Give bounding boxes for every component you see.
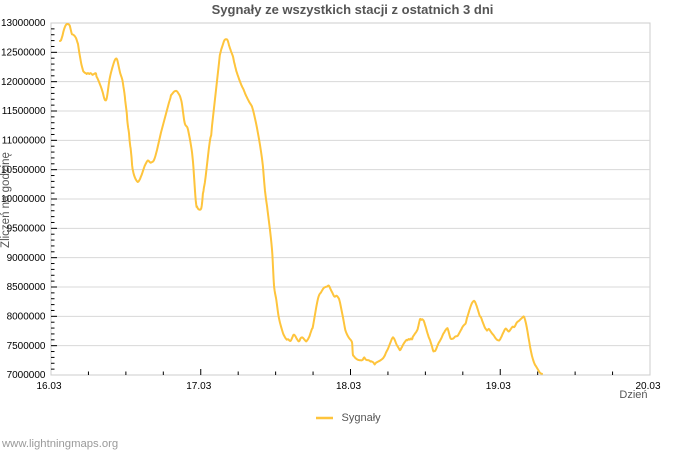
- svg-text:7500000: 7500000: [7, 341, 46, 352]
- svg-text:16.03: 16.03: [36, 381, 61, 392]
- svg-text:Sygnały ze wszystkich stacji z: Sygnały ze wszystkich stacji z ostatnich…: [212, 2, 494, 17]
- svg-text:18.03: 18.03: [336, 381, 361, 392]
- svg-text:20.03: 20.03: [635, 381, 660, 392]
- svg-text:11500000: 11500000: [2, 106, 46, 117]
- svg-text:11000000: 11000000: [2, 136, 46, 147]
- svg-text:10000000: 10000000: [1, 194, 46, 205]
- svg-text:12000000: 12000000: [1, 77, 46, 88]
- svg-text:19.03: 19.03: [486, 381, 511, 392]
- svg-text:www.lightningmaps.org: www.lightningmaps.org: [1, 438, 118, 450]
- svg-text:17.03: 17.03: [186, 381, 211, 392]
- svg-text:9500000: 9500000: [7, 224, 46, 235]
- svg-text:Sygnały: Sygnały: [342, 412, 382, 424]
- svg-text:12500000: 12500000: [1, 48, 46, 59]
- svg-text:7000000: 7000000: [7, 370, 46, 381]
- svg-text:8500000: 8500000: [7, 282, 46, 293]
- svg-text:8000000: 8000000: [7, 312, 46, 323]
- svg-text:Dzień: Dzień: [619, 389, 647, 401]
- svg-text:10500000: 10500000: [1, 165, 46, 176]
- svg-text:13000000: 13000000: [1, 18, 46, 29]
- svg-text:9000000: 9000000: [7, 253, 46, 264]
- svg-text:Zliczeń na godzinę: Zliczeń na godzinę: [0, 152, 12, 248]
